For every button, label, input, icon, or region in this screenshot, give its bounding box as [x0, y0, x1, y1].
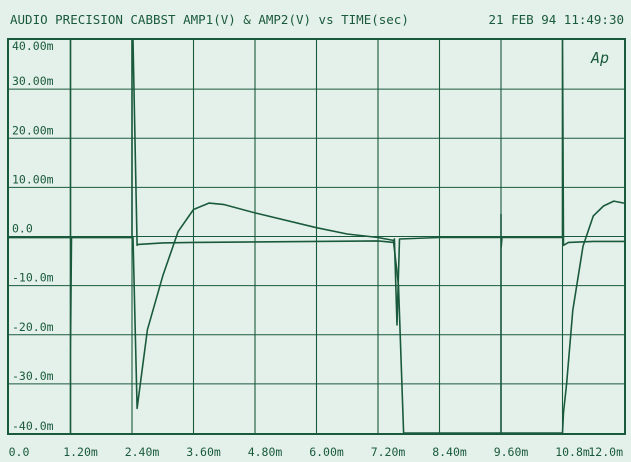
y-tick-labels: 40.00m 30.00m 20.00m 10.00m 0.0 -10.0m -20.0m -… [12, 39, 54, 433]
x-tick-label: 0.0 [9, 445, 30, 459]
x-tick-label: 8.40m [432, 445, 467, 459]
y-tick-label: 20.00m [12, 123, 54, 137]
plot-border [7, 38, 626, 435]
x-tick-labels: 0.0 1.20m 2.40m 3.60m 4.80m 6.00m 7.20m 8.40m 9.… [9, 445, 623, 459]
x-tick-label: 10.8m [555, 445, 590, 459]
y-tick-label: -10.0m [12, 271, 54, 285]
series-group [9, 39, 625, 434]
grid [9, 40, 624, 433]
y-tick-label: 0.0 [12, 222, 33, 236]
x-tick-label: 9.60m [494, 445, 529, 459]
ap-logo: Ap [590, 49, 609, 67]
x-tick-label: 4.80m [248, 445, 283, 459]
x-tick-label: 3.60m [186, 445, 221, 459]
x-tick-label: 7.20m [371, 445, 406, 459]
y-tick-label: 40.00m [12, 39, 54, 53]
x-tick-label: 2.40m [125, 445, 160, 459]
y-tick-label: 30.00m [12, 74, 54, 88]
timestamp: 21 FEB 94 11:49:30 [489, 12, 624, 27]
y-tick-label: -20.0m [12, 320, 54, 334]
y-tick-label: 10.00m [12, 172, 54, 186]
x-tick-label: 1.20m [63, 445, 98, 459]
frame [7, 38, 626, 435]
series-line-2 [9, 200, 625, 434]
x-tick-label: 12.0m [588, 445, 623, 459]
chart-title: AUDIO PRECISION CABBST AMP1(V) & AMP2(V)… [10, 12, 409, 27]
y-tick-label: -30.0m [12, 369, 54, 383]
x-tick-label: 6.00m [309, 445, 344, 459]
y-tick-label: -40.0m [12, 419, 54, 433]
